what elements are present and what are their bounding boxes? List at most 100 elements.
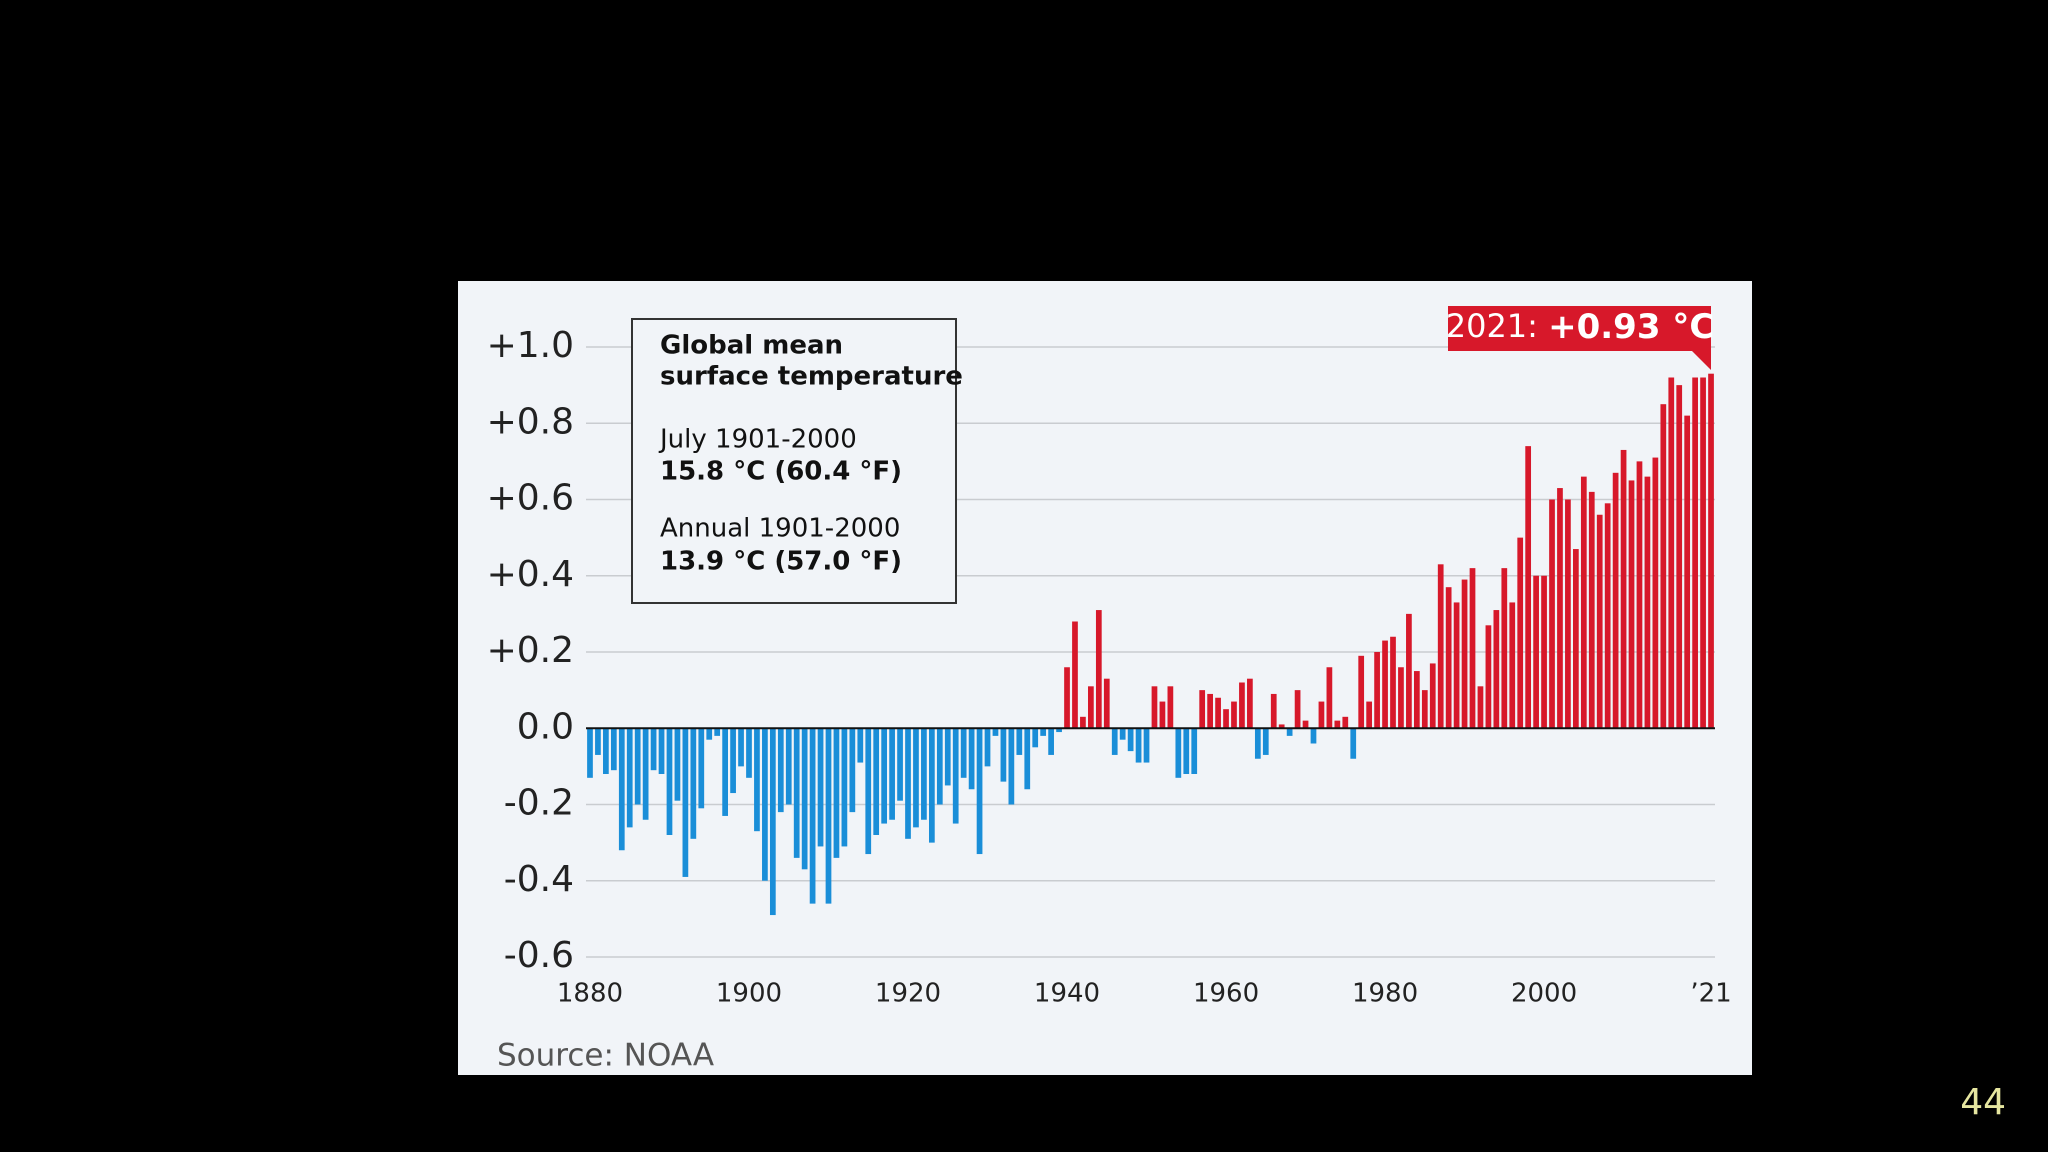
bar	[1016, 728, 1023, 755]
bar	[1660, 404, 1667, 729]
bar	[1652, 457, 1659, 729]
bar	[1183, 728, 1190, 774]
info-label: July 1901-2000	[658, 425, 857, 455]
x-tick-label: 1960	[1193, 979, 1259, 1009]
bar	[1628, 480, 1635, 729]
x-tick-label: 1900	[716, 979, 782, 1009]
x-tick-label: 1920	[875, 979, 941, 1009]
bar	[1493, 610, 1500, 729]
bar	[1239, 682, 1245, 729]
x-tick-label: 1980	[1352, 979, 1418, 1009]
bar	[1366, 701, 1373, 729]
bar	[777, 728, 784, 813]
bar	[1247, 678, 1253, 729]
bar	[992, 728, 999, 736]
bar	[1215, 697, 1221, 729]
bar	[634, 728, 641, 805]
bar	[642, 728, 649, 820]
y-tick-label: -0.2	[504, 783, 574, 824]
bar	[1676, 385, 1683, 729]
bar	[1008, 728, 1015, 805]
annotation-box	[1448, 306, 1711, 370]
bar	[1127, 728, 1134, 752]
bar	[1310, 728, 1317, 744]
bar	[1708, 373, 1714, 729]
bar	[1103, 678, 1110, 729]
bar	[873, 728, 880, 835]
bar	[690, 728, 697, 839]
bar	[1588, 491, 1595, 729]
bar	[658, 728, 665, 774]
bar	[1048, 728, 1054, 755]
annotation-value: +0.93 °C	[1548, 307, 1714, 347]
bar	[1159, 701, 1166, 729]
bar	[1445, 587, 1452, 729]
x-tick-label: 1880	[557, 979, 623, 1009]
bar	[1254, 728, 1261, 759]
bar	[1398, 667, 1404, 729]
bar	[1191, 728, 1198, 774]
info-value: 15.8 °C (60.4 °F)	[660, 457, 902, 487]
bar	[905, 728, 911, 839]
bar	[1700, 377, 1706, 729]
bar	[1668, 377, 1675, 729]
bar	[1644, 476, 1651, 729]
y-tick-label: 0.0	[517, 706, 574, 747]
bar	[944, 728, 951, 786]
bar	[1684, 415, 1691, 729]
bar	[1024, 728, 1031, 790]
bar	[603, 728, 609, 774]
bar	[1382, 640, 1388, 729]
plot: -0.6 -0.4 -0.2 0.0 +0.2 +0.4 +0.6 +0.8 +1.0 1880 1…	[487, 325, 1732, 1009]
bar	[1533, 575, 1539, 729]
bar	[1199, 690, 1206, 729]
source: Source: NOAA	[497, 1038, 714, 1074]
bar	[833, 728, 840, 858]
bar	[1334, 720, 1341, 729]
bar	[1429, 663, 1436, 729]
bar	[889, 728, 895, 820]
page-number: 44	[1960, 1082, 2006, 1123]
bar	[1573, 549, 1579, 729]
bar	[1111, 728, 1118, 755]
bar	[1167, 686, 1174, 729]
bar	[1040, 728, 1047, 736]
bar	[1270, 693, 1277, 729]
bar	[857, 728, 864, 763]
info-label: Annual 1901-2000	[660, 514, 900, 544]
bar	[1262, 728, 1269, 755]
annotation-label: 2021:	[1446, 307, 1538, 345]
bar	[1692, 377, 1698, 729]
bar	[730, 728, 736, 794]
bar	[952, 728, 959, 824]
bar	[976, 728, 983, 855]
bar	[841, 728, 848, 847]
bar	[1095, 610, 1102, 729]
bar	[1620, 449, 1627, 729]
y-tick-label: +1.0	[487, 325, 574, 366]
y-tick-label: +0.6	[487, 478, 574, 519]
bar	[1342, 716, 1349, 729]
bar	[769, 728, 776, 916]
bar	[1541, 575, 1547, 729]
bar	[1080, 716, 1086, 729]
bar	[1421, 690, 1428, 729]
bar	[1374, 652, 1380, 729]
bar	[1636, 461, 1643, 729]
bar	[722, 728, 728, 816]
bar	[1525, 446, 1532, 729]
bar	[1223, 709, 1229, 729]
bar	[698, 728, 705, 809]
bar	[706, 728, 713, 740]
bar	[809, 728, 816, 904]
bar	[1358, 655, 1365, 729]
bar	[936, 728, 943, 805]
bar	[1064, 667, 1070, 729]
bar	[1453, 602, 1460, 729]
bar	[1437, 564, 1444, 729]
bar	[618, 728, 625, 851]
bar	[674, 728, 681, 801]
bar	[1151, 686, 1158, 729]
